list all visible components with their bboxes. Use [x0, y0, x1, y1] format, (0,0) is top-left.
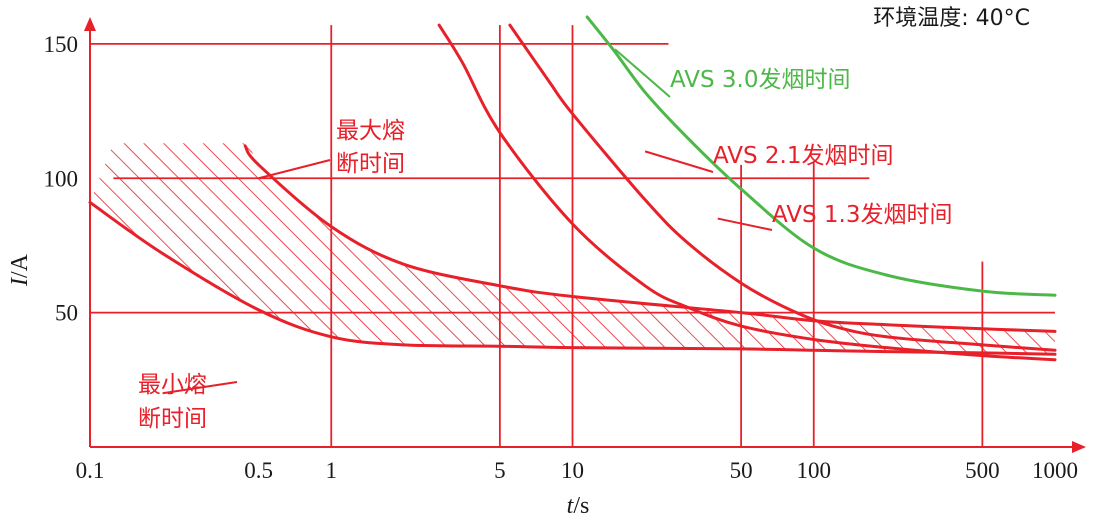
- y-axis-title: I/A: [7, 253, 33, 287]
- x-tick-label: 0.5: [244, 458, 273, 483]
- x-tick-label: 5: [494, 458, 506, 483]
- x-tick-label: 1000: [1032, 458, 1078, 483]
- axis-layer: [84, 17, 1086, 453]
- y-tick-label: 100: [44, 166, 79, 191]
- condition-label: 环境温度: 40°C: [873, 6, 1030, 31]
- annotation-leader: [162, 381, 238, 395]
- annotation-label: AVS 3.0发烟时间: [670, 67, 851, 93]
- tick-label-layer: 0.1 0.5 1 5 10 50 100 500 1000 50 100 150: [44, 32, 1079, 483]
- series-curve-1: [243, 144, 1057, 333]
- x-axis-unit: /s: [573, 493, 589, 519]
- series-layer: [88, 15, 1057, 362]
- series-curve-5: [585, 15, 1057, 297]
- annotation-label: AVS 1.3发烟时间: [772, 202, 953, 228]
- annotation-leader: [258, 159, 331, 180]
- x-tick-label: 500: [965, 458, 1000, 483]
- y-tick-label: 50: [55, 301, 78, 326]
- annotation-label: 最小熔断时间: [138, 372, 207, 432]
- annotation-label: AVS 2.1发烟时间: [713, 143, 894, 169]
- x-axis-arrow: [1072, 441, 1086, 453]
- annotation-line: 最大熔: [336, 118, 405, 144]
- annotation-leader: [614, 48, 671, 98]
- x-tick-label: 1: [326, 458, 338, 483]
- x-tick-label: 100: [797, 458, 832, 483]
- annotation-line: 断时间: [138, 406, 207, 432]
- annotation-label: 最大熔断时间: [336, 118, 405, 177]
- annotation-line: 断时间: [336, 151, 405, 177]
- x-tick-label: 50: [730, 458, 753, 483]
- fusing-band-area: [90, 143, 1055, 355]
- x-axis-title: t/s: [567, 493, 590, 519]
- y-axis-var: I: [7, 277, 33, 287]
- fusing-band-layer: [90, 143, 1055, 355]
- series-curve-3: [437, 23, 1057, 362]
- y-axis-unit: /A: [7, 253, 33, 278]
- x-axis-var: t: [567, 493, 575, 519]
- x-tick-label: 0.1: [76, 458, 105, 483]
- y-axis-arrow: [84, 17, 96, 31]
- y-tick-label: 150: [44, 32, 79, 57]
- series-curve-4: [508, 23, 1057, 352]
- x-tick-label: 10: [561, 458, 584, 483]
- series-curve-2: [88, 200, 1057, 356]
- annotation-leader: [644, 150, 714, 173]
- annotation-line: 最小熔: [138, 372, 207, 398]
- annotation-leader: [717, 217, 773, 231]
